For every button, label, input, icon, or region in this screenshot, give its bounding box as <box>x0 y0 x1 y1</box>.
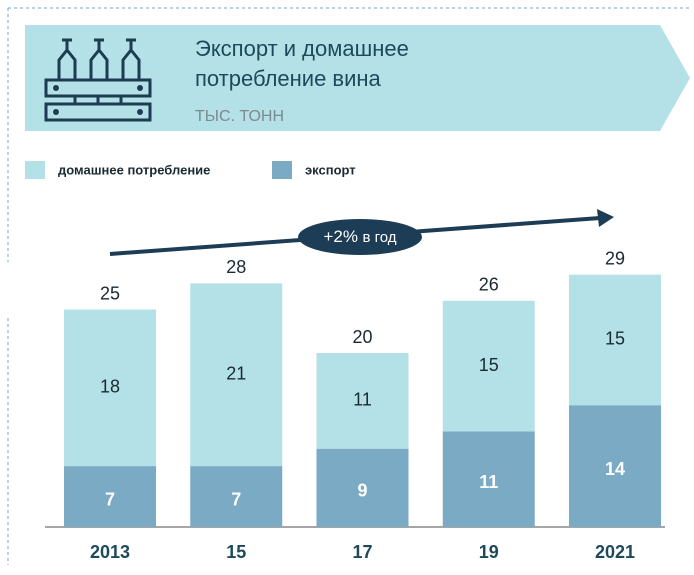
bar-segment <box>569 274 661 406</box>
chart-subtitle: ТЫС. ТОНН <box>195 108 284 125</box>
header-banner <box>25 25 690 131</box>
total-label: 25 <box>100 283 120 303</box>
bar-segment <box>442 431 535 527</box>
value-label: 7 <box>231 489 241 509</box>
bar-segment <box>190 466 283 527</box>
chart-title: Экспорт и домашнее <box>195 36 409 61</box>
total-label: 20 <box>352 327 372 347</box>
bar-segment <box>64 466 156 527</box>
legend-swatch <box>272 161 292 179</box>
chart-title: потребление вина <box>195 66 382 91</box>
bar-segment <box>64 309 156 467</box>
bar-segment <box>316 448 409 527</box>
annotation-unit: в год <box>362 229 396 246</box>
frame <box>7 7 690 565</box>
value-label: 11 <box>353 390 372 410</box>
annotation: +2% в год <box>324 227 397 246</box>
annotation-value: +2% <box>324 227 359 246</box>
x-tick-label: 2021 <box>595 542 635 562</box>
legend-label: домашнее потребление <box>58 162 210 177</box>
bar-segment <box>442 300 535 432</box>
value-label: 11 <box>479 472 498 492</box>
legend-label: экспорт <box>305 162 356 177</box>
legend-swatch <box>25 161 45 179</box>
bar-segment <box>190 283 283 467</box>
x-tick-label: 17 <box>352 542 372 562</box>
value-label: 21 <box>226 364 246 384</box>
value-label: 15 <box>605 329 625 349</box>
icon <box>44 38 152 122</box>
total-label: 29 <box>605 248 625 268</box>
x-tick-label: 19 <box>479 542 499 562</box>
value-label: 15 <box>479 355 499 375</box>
x-tick-label: 2013 <box>90 542 130 562</box>
trend-arrowhead <box>597 209 614 227</box>
value-label: 9 <box>357 481 367 501</box>
annotation-badge <box>298 219 422 255</box>
x-tick-label: 15 <box>226 542 246 562</box>
value-label: 14 <box>605 459 625 479</box>
bar-segment <box>316 353 409 449</box>
bar-segment <box>569 405 661 527</box>
total-label: 26 <box>479 275 499 295</box>
value-label: 18 <box>100 377 120 397</box>
total-label: 28 <box>226 257 246 277</box>
value-label: 7 <box>105 489 115 509</box>
